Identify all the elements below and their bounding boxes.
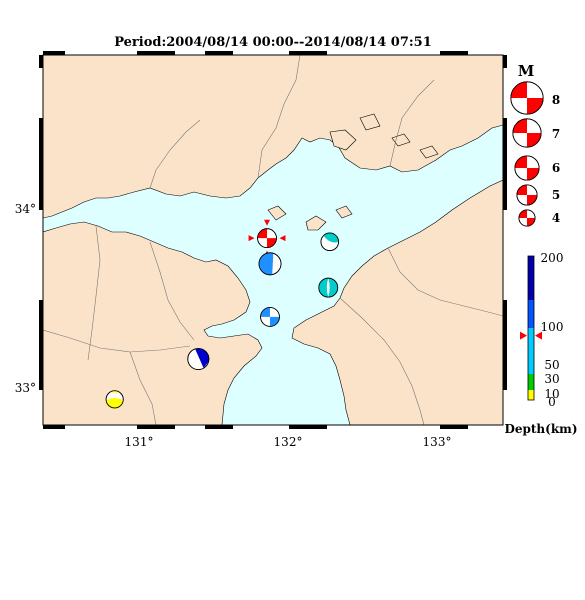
magnitude-legend-symbol — [518, 209, 536, 227]
depth-tick-label: 200 — [541, 251, 564, 265]
highlight-arrow — [264, 219, 271, 226]
earthquake-event — [260, 307, 280, 327]
frame-tick — [43, 51, 65, 55]
depth-color-segment — [528, 374, 534, 390]
magnitude-legend-heading: M — [518, 62, 535, 80]
frame-tick — [205, 425, 233, 429]
land-island-4 — [305, 215, 327, 231]
depth-tick-label: 0 — [548, 395, 556, 409]
map-frame-ticks — [39, 51, 507, 429]
map-frame — [42, 54, 504, 426]
land-island-1 — [329, 129, 357, 151]
earthquake-events — [105, 219, 339, 409]
lon-tick-label: 132° — [274, 435, 303, 449]
depth-legend-title: Depth(km) — [504, 422, 577, 436]
frame-tick — [43, 425, 65, 429]
magnitude-legend-symbol — [512, 118, 542, 148]
land-island-2 — [359, 113, 381, 131]
depth-legend: 200 100 50 30 10 0 Depth(km) — [504, 251, 577, 436]
frame-tick — [289, 51, 327, 55]
frame-tick — [503, 300, 507, 390]
lat-tick-label: 33° — [15, 381, 36, 395]
map-title: Period:2004/08/14 00:00--2014/08/14 07:5… — [114, 35, 432, 50]
frame-tick — [39, 55, 43, 68]
depth-marker — [520, 331, 542, 340]
frame-tick — [440, 425, 468, 429]
frame-tick — [503, 118, 507, 210]
magnitude-legend-symbol — [516, 184, 538, 206]
earthquake-event — [105, 390, 124, 409]
depth-colorbar — [528, 256, 534, 400]
frame-tick — [39, 118, 43, 210]
depth-tick-label: 10 — [544, 387, 559, 401]
highlight-arrow — [279, 235, 286, 242]
frame-tick — [503, 55, 507, 68]
earthquake-event — [257, 228, 277, 249]
frame-tick — [137, 51, 175, 55]
magnitude-label: 4 — [552, 211, 560, 225]
magnitude-label: 8 — [552, 93, 560, 107]
land-honshu — [43, 55, 503, 219]
lat-tick-label: 34° — [15, 202, 36, 216]
land-shikoku — [291, 179, 503, 425]
earthquake-event — [320, 232, 339, 252]
frame-tick — [289, 425, 327, 429]
land-island-3 — [267, 205, 287, 221]
lon-tick-label: 131° — [125, 435, 154, 449]
frame-tick — [39, 300, 43, 390]
magnitude-label: 7 — [552, 127, 560, 141]
depth-color-segment — [528, 300, 534, 328]
frame-tick — [440, 51, 468, 55]
magnitude-legend-symbol — [510, 81, 544, 115]
magnitude-label: 5 — [552, 188, 560, 202]
depth-color-segment — [528, 390, 534, 400]
depth-tick-label: 30 — [544, 372, 559, 386]
land-masses — [43, 55, 503, 425]
land-island-7 — [419, 145, 439, 159]
magnitude-label: 6 — [552, 161, 560, 175]
frame-tick — [137, 425, 175, 429]
land-island-5 — [335, 205, 353, 219]
land-island-6 — [391, 133, 411, 147]
depth-marker-arrow — [535, 331, 542, 340]
magnitude-legend-symbol — [514, 155, 540, 181]
earthquake-event — [258, 252, 282, 276]
lon-tick-label: 133° — [423, 435, 452, 449]
depth-tick-label: 50 — [544, 358, 559, 372]
earthquake-event — [318, 277, 339, 298]
land-kyushu — [43, 221, 263, 425]
earthquake-event — [187, 348, 210, 371]
magnitude-legend: M 8 7 6 5 4 — [510, 62, 560, 227]
depth-marker-arrow — [520, 331, 527, 340]
depth-color-segment — [528, 328, 534, 374]
highlight-arrow — [248, 235, 255, 242]
map-area — [43, 55, 503, 425]
depth-color-segment — [528, 256, 534, 300]
frame-tick — [205, 51, 233, 55]
depth-tick-label: 100 — [541, 320, 564, 334]
prefecture-borders — [43, 55, 503, 425]
